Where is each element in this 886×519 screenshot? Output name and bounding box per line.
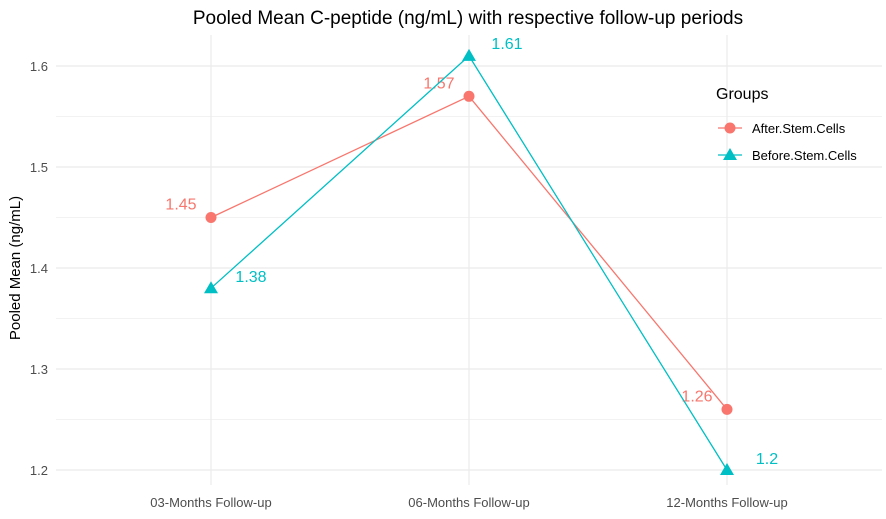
data-point bbox=[720, 463, 734, 475]
legend-title: Groups bbox=[716, 86, 768, 103]
legend-circle-icon bbox=[724, 122, 736, 134]
data-point bbox=[462, 48, 476, 61]
y-tick-label: 1.3 bbox=[30, 362, 48, 377]
x-tick-label: 06-Months Follow-up bbox=[408, 495, 529, 510]
x-tick-label: 03-Months Follow-up bbox=[150, 495, 271, 510]
y-tick-label: 1.6 bbox=[30, 59, 48, 74]
y-axis-label: Pooled Mean (ng/mL) bbox=[7, 196, 24, 340]
data-label: 1.61 bbox=[491, 36, 522, 53]
chart-title: Pooled Mean C-peptide (ng/mL) with respe… bbox=[193, 8, 743, 29]
data-point bbox=[721, 403, 733, 415]
data-label: 1.57 bbox=[423, 75, 454, 92]
x-tick-label: 12-Months Follow-up bbox=[666, 495, 787, 510]
legend-label: After.Stem.Cells bbox=[752, 121, 846, 136]
y-tick-label: 1.5 bbox=[30, 160, 48, 175]
legend-label: Before.Stem.Cells bbox=[752, 148, 857, 163]
data-label: 1.2 bbox=[756, 451, 778, 468]
data-point bbox=[205, 212, 217, 223]
data-point bbox=[204, 281, 218, 294]
data-point bbox=[463, 90, 475, 102]
y-tick-label: 1.4 bbox=[30, 261, 48, 276]
data-label: 1.45 bbox=[165, 197, 196, 214]
data-label: 1.38 bbox=[235, 269, 266, 286]
data-label: 1.26 bbox=[681, 388, 712, 405]
legend-triangle-icon bbox=[723, 148, 737, 160]
legend: Groups After.Stem.Cells Before.Stem.Cells bbox=[716, 86, 857, 163]
y-tick-label: 1.2 bbox=[30, 463, 48, 478]
